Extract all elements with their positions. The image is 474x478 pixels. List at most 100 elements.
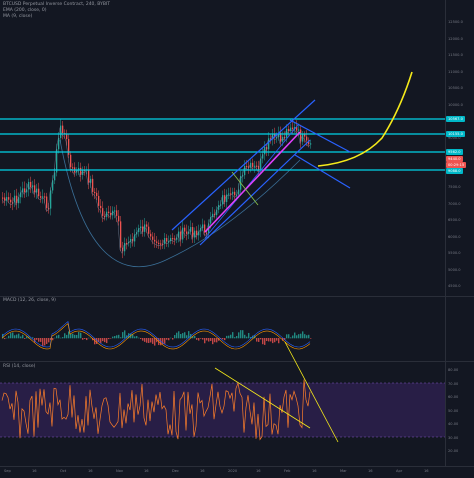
macd-bar [52, 338, 54, 341]
macd-bar [92, 338, 94, 341]
candle [152, 236, 154, 240]
macd-bar [108, 338, 110, 340]
macd-bar [176, 332, 178, 339]
macd-bar [200, 338, 202, 339]
candle [2, 197, 4, 199]
macd-line [1, 321, 311, 348]
level-tag-top: 10567.0 [446, 116, 465, 122]
candle [58, 138, 60, 150]
macd-bar [4, 338, 6, 340]
macd-bar [60, 337, 62, 339]
candle [286, 128, 288, 138]
candle [66, 134, 68, 140]
macd-bar [156, 338, 158, 343]
macd-bar [304, 334, 306, 339]
candle [36, 188, 38, 193]
candle [154, 239, 156, 242]
rsi-tick: 60.00 [448, 395, 459, 399]
candle [128, 241, 130, 244]
cup-arc [59, 139, 301, 268]
macd-bar [210, 338, 212, 341]
candle [24, 188, 26, 193]
macd-bar [42, 338, 44, 347]
rsi-trendline-2 [284, 341, 339, 443]
candle [156, 241, 158, 243]
macd-bar [70, 333, 72, 339]
time-tick: Nov [116, 469, 124, 473]
macd-bar [24, 338, 26, 339]
time-tick: Sep [4, 469, 11, 473]
level-tag-upper: 10155.0 [446, 131, 465, 137]
macd-bar [88, 337, 90, 339]
candle [180, 231, 182, 240]
macd-bar [84, 338, 86, 339]
macd-bar [240, 330, 242, 339]
macd-bar [236, 335, 238, 339]
macd-bar [124, 330, 126, 339]
macd-bar [78, 332, 80, 339]
rsi-band [0, 383, 445, 437]
rsi-axis[interactable] [445, 362, 474, 466]
candle [44, 196, 46, 198]
candle [146, 224, 148, 227]
candle [46, 196, 48, 209]
candle [224, 195, 226, 203]
macd-bar [66, 334, 68, 339]
macd-bar [12, 332, 14, 339]
candle [204, 224, 206, 233]
macd-bar [246, 336, 248, 339]
macd-signal-line [1, 323, 311, 350]
macd-bar [184, 332, 186, 339]
macd-bar [76, 334, 78, 339]
candle [10, 199, 12, 203]
macd-bar [264, 338, 266, 345]
candle [6, 197, 8, 201]
time-tick: Feb [284, 469, 291, 473]
candle [292, 127, 294, 130]
desc-channel-top [289, 119, 351, 153]
rsi-trendline-1 [214, 367, 311, 429]
candle [268, 138, 270, 150]
macd-bar [46, 338, 48, 344]
price-tick: 11000.0 [448, 69, 463, 74]
candle [264, 147, 266, 155]
macd-bar [270, 338, 272, 342]
macd-pane[interactable] [0, 297, 445, 361]
candle [234, 191, 236, 196]
macd-bar [132, 334, 134, 339]
candle [226, 194, 228, 203]
candle [30, 181, 32, 188]
candle [196, 230, 198, 236]
macd-bar [100, 338, 102, 343]
macd-bar [292, 335, 294, 339]
macd-bar [106, 338, 108, 344]
macd-bar [118, 334, 120, 339]
rsi-legend: RSI (14, close) [3, 364, 36, 369]
candle [52, 180, 54, 191]
candle [262, 154, 264, 159]
candle [272, 133, 274, 139]
macd-bar [300, 333, 302, 339]
symbol-title: BTCUSD Perpetual Inverse Contract, 240, … [3, 2, 111, 7]
candle [26, 189, 28, 193]
macd-bar [174, 335, 176, 339]
candle [200, 228, 202, 232]
macd-bar [30, 337, 32, 339]
candle [246, 166, 248, 168]
macd-bar [64, 333, 66, 339]
price-axis[interactable] [445, 0, 474, 296]
macd-bar [166, 338, 168, 340]
candle [148, 226, 150, 234]
candle [278, 132, 280, 138]
time-tick: 2020 [228, 469, 238, 473]
price-tick: 6500.0 [448, 218, 461, 222]
candle [108, 211, 110, 213]
projection-curve [317, 71, 413, 167]
price-tick: 7000.0 [448, 201, 461, 206]
candle [238, 189, 240, 195]
macd-bar [102, 338, 104, 342]
macd-bar [274, 338, 276, 343]
macd-axis[interactable] [445, 297, 474, 361]
macd-bar [268, 338, 270, 342]
